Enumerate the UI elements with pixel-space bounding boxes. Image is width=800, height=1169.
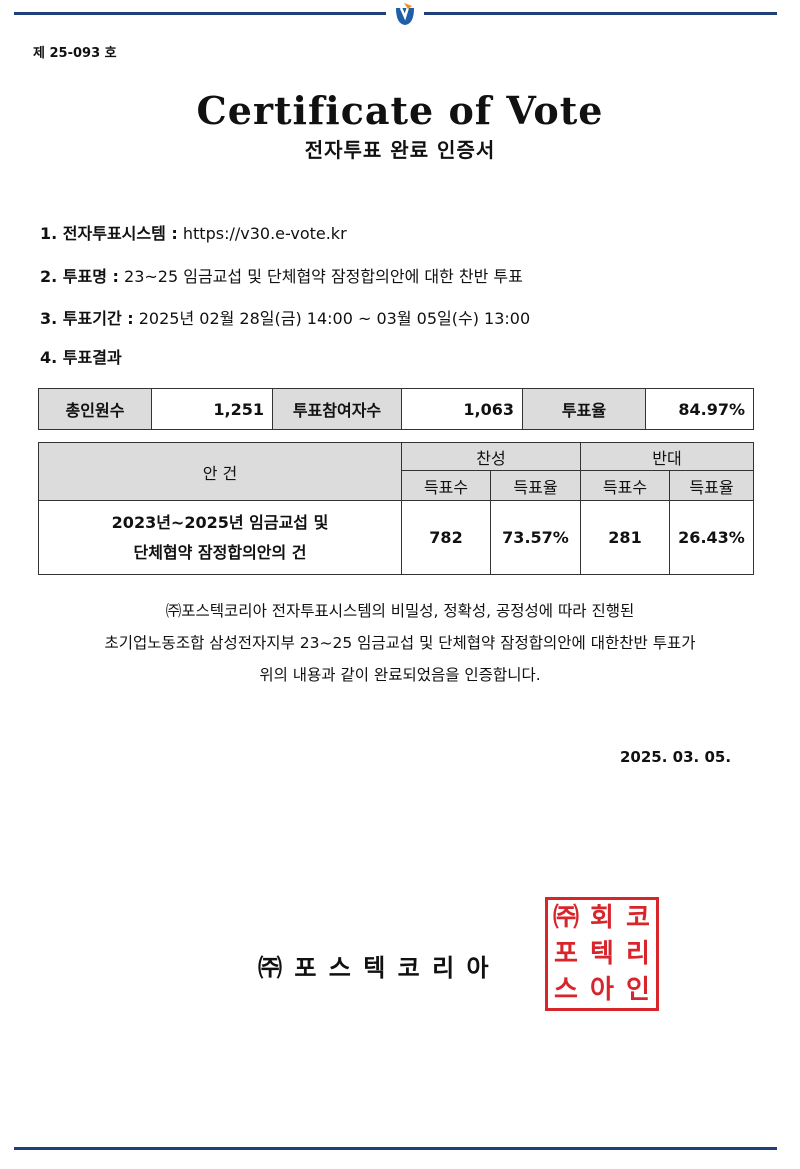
item-value: 2025년 02월 28일(금) 14:00 ~ 03월 05일(수) 13:0… <box>138 309 531 328</box>
no-rate: 26.43% <box>669 500 754 575</box>
item-value: https://v30.e-vote.kr <box>182 224 347 243</box>
rate-value: 84.97% <box>645 388 754 430</box>
item-label: 3. 투표기간 : <box>40 309 134 328</box>
yes-votes-header: 득표수 <box>401 470 491 501</box>
item-label: 1. 전자투표시스템 : <box>40 224 178 243</box>
item-label: 2. 투표명 : <box>40 267 119 286</box>
page-title: Certificate of Vote <box>196 88 604 133</box>
no-votes: 281 <box>580 500 670 575</box>
rate-label: 투표율 <box>522 388 646 430</box>
item-value: 23~25 임금교섭 및 단체협약 잠정합의안에 대한 찬반 투표 <box>124 267 523 286</box>
item-vote-period: 3. 투표기간 : 2025년 02월 28일(금) 14:00 ~ 03월 0… <box>40 305 530 329</box>
results-table: 안 건 찬성 반대 득표수 득표율 득표수 득표율 2023년~2025년 임금… <box>38 442 754 575</box>
no-header: 반대 <box>580 442 754 471</box>
statement-line: ㈜포스텍코리아 전자투표시스템의 비밀성, 정확성, 공정성에 따라 진행된 <box>165 602 635 620</box>
agenda-line: 단체협약 잠정합의안의 건 <box>133 542 307 562</box>
item-vote-result: 4. 투표결과 <box>40 344 122 368</box>
statement-line: 초기업노동조합 삼성전자지부 23~25 임금교섭 및 단체협약 잠정합의안에 … <box>104 634 696 652</box>
agenda-line: 2023년~2025년 임금교섭 및 <box>111 512 329 532</box>
no-rate-header: 득표율 <box>669 470 754 501</box>
total-label: 총인원수 <box>38 388 152 430</box>
item-system: 1. 전자투표시스템 : https://v30.e-vote.kr <box>40 220 347 244</box>
no-votes-header: 득표수 <box>580 470 670 501</box>
bottom-rule <box>14 1147 777 1150</box>
item-vote-name: 2. 투표명 : 23~25 임금교섭 및 단체협약 잠정합의안에 대한 찬반 … <box>40 263 523 287</box>
company-name: ㈜ 포 스 텍 코 리 아 <box>258 954 491 982</box>
yes-header: 찬성 <box>401 442 581 471</box>
yes-rate-header: 득표율 <box>490 470 581 501</box>
participants-value: 1,063 <box>401 388 523 430</box>
item-label: 4. 투표결과 <box>40 348 122 367</box>
page-subtitle: 전자투표 완료 인증서 <box>304 138 496 162</box>
statement-line: 위의 내용과 같이 완료되었음을 인증합니다. <box>259 666 541 684</box>
document-number: 제 25-093 호 <box>33 46 117 61</box>
yes-rate: 73.57% <box>490 500 581 575</box>
issue-date: 2025. 03. 05. <box>620 748 732 766</box>
agenda-header: 안 건 <box>38 442 402 501</box>
yes-votes: 782 <box>401 500 491 575</box>
summary-table: 총인원수 1,251 투표참여자수 1,063 투표율 84.97% <box>38 388 754 430</box>
top-rule <box>14 12 386 15</box>
company-logo-icon <box>396 3 414 25</box>
participants-label: 투표참여자수 <box>272 388 402 430</box>
total-value: 1,251 <box>151 388 273 430</box>
top-rule-right <box>424 12 777 15</box>
